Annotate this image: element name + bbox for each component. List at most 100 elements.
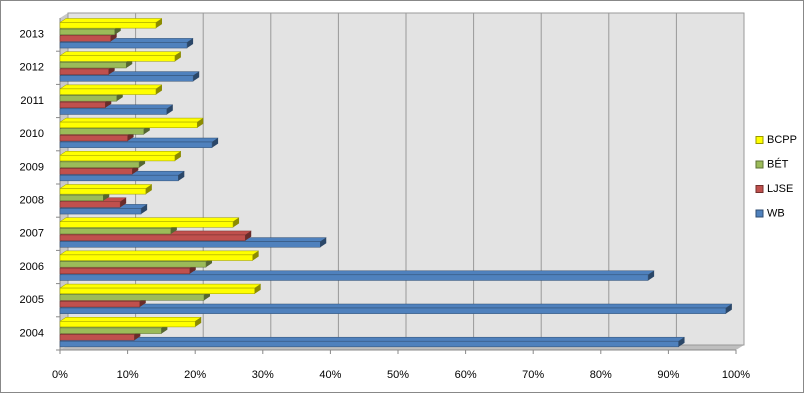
- y-tick-label: 2008: [20, 195, 44, 207]
- bar-side: [648, 270, 655, 281]
- bar-side: [178, 171, 185, 181]
- x-tick-label: 80%: [590, 369, 612, 381]
- bar: [59, 35, 111, 42]
- bar: [59, 121, 198, 128]
- bar: [59, 188, 147, 195]
- x-tick-label: 60%: [455, 369, 477, 381]
- bar: [59, 261, 207, 268]
- legend-label: BCPP: [767, 134, 797, 146]
- x-tick-label: 40%: [319, 369, 341, 381]
- bar: [59, 321, 196, 328]
- y-tick-label: 2011: [20, 95, 44, 107]
- bar: [59, 68, 109, 75]
- bar: [59, 28, 116, 36]
- legend-swatch: [755, 209, 764, 218]
- bar-side: [155, 18, 162, 29]
- y-tick-label: 2009: [20, 161, 44, 173]
- bar: [59, 174, 179, 182]
- bar-side: [145, 184, 152, 195]
- bar-top: [59, 184, 153, 189]
- bar: [59, 141, 213, 148]
- legend-swatch: [755, 160, 764, 169]
- bar-side: [197, 118, 204, 128]
- bar: [59, 161, 140, 168]
- y-tick-label: 2012: [20, 62, 44, 74]
- bar: [59, 62, 127, 69]
- bar-side: [120, 197, 127, 208]
- bar: [59, 254, 253, 261]
- bar-side: [233, 217, 240, 228]
- bar-top: [59, 317, 203, 322]
- bar-side: [141, 204, 148, 215]
- x-tick-label: 70%: [522, 369, 544, 381]
- legend-swatch: [755, 136, 764, 144]
- legend-swatch: [755, 185, 764, 193]
- bar: [59, 287, 255, 294]
- bar-top: [59, 18, 163, 23]
- bar: [59, 194, 104, 202]
- bar-side: [725, 304, 732, 314]
- bar-side: [212, 138, 219, 148]
- legend-label: BÉT: [767, 157, 789, 170]
- x-tick-label: 90%: [657, 369, 679, 381]
- bar-side: [245, 230, 252, 241]
- bar-top: [59, 283, 262, 289]
- x-tick-label: 30%: [252, 369, 274, 381]
- bar-side: [193, 71, 200, 82]
- x-tick-label: 100%: [722, 369, 750, 381]
- bar: [59, 88, 157, 95]
- bar-side: [252, 250, 259, 261]
- legend-label: WB: [767, 207, 785, 219]
- bar-side: [254, 284, 261, 294]
- y-tick-label: 2006: [20, 261, 44, 273]
- y-tick-label: 2007: [20, 228, 44, 240]
- bar: [59, 101, 106, 109]
- bar-side: [166, 104, 173, 115]
- bar-top: [59, 217, 240, 222]
- bar-side: [678, 337, 685, 347]
- bar: [59, 241, 321, 248]
- bar: [59, 135, 128, 142]
- legend-label: LJSE: [767, 183, 793, 195]
- x-tick-label: 20%: [184, 369, 206, 381]
- bar-top: [59, 303, 733, 309]
- bar-side: [320, 237, 327, 248]
- y-tick-label: 2010: [20, 128, 44, 140]
- bar: [59, 327, 162, 334]
- bar: [59, 267, 191, 275]
- bar: [59, 42, 188, 49]
- bar: [59, 55, 176, 62]
- y-tick-label: 2005: [20, 294, 44, 306]
- bar: [59, 340, 679, 348]
- bar: [59, 22, 157, 29]
- bar: [59, 128, 145, 135]
- bar: [59, 75, 194, 82]
- x-tick-label: 50%: [387, 369, 409, 381]
- bar: [59, 294, 205, 301]
- bar: [59, 95, 118, 102]
- bar: [59, 108, 168, 115]
- bar-side: [155, 84, 162, 95]
- bar: [59, 234, 246, 241]
- bar: [59, 168, 133, 175]
- bar: [59, 274, 649, 281]
- bar: [59, 201, 121, 208]
- bar-top: [59, 84, 163, 90]
- y-tick-label: 2013: [20, 29, 44, 41]
- bar-top: [59, 51, 182, 56]
- bar: [59, 208, 142, 215]
- x-tick-label: 10%: [117, 369, 139, 381]
- bar: [59, 301, 141, 308]
- bar: [59, 334, 135, 341]
- bar-top: [59, 117, 205, 123]
- x-tick-label: 0%: [52, 369, 68, 381]
- bar-side: [174, 51, 181, 62]
- y-tick-label: 2004: [20, 327, 44, 339]
- bar-side: [174, 151, 181, 161]
- bar: [59, 221, 234, 228]
- bar-top: [59, 336, 686, 342]
- bar-top: [59, 250, 260, 256]
- bar-side: [187, 38, 194, 49]
- bar: [59, 228, 172, 235]
